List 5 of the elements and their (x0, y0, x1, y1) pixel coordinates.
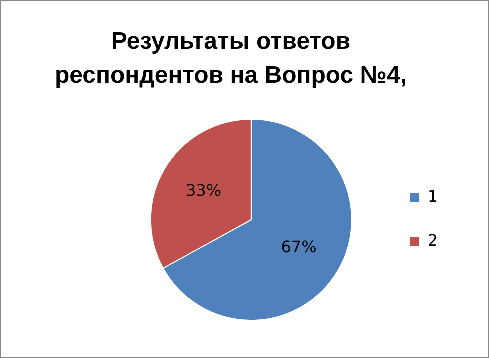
data-label: 33% (186, 181, 222, 200)
legend-label: 1 (428, 187, 438, 206)
data-label: 67% (281, 237, 317, 256)
chart-title: Результаты ответов респондентов на Вопрос №4, (54, 27, 408, 91)
legend-label: 2 (428, 231, 438, 250)
